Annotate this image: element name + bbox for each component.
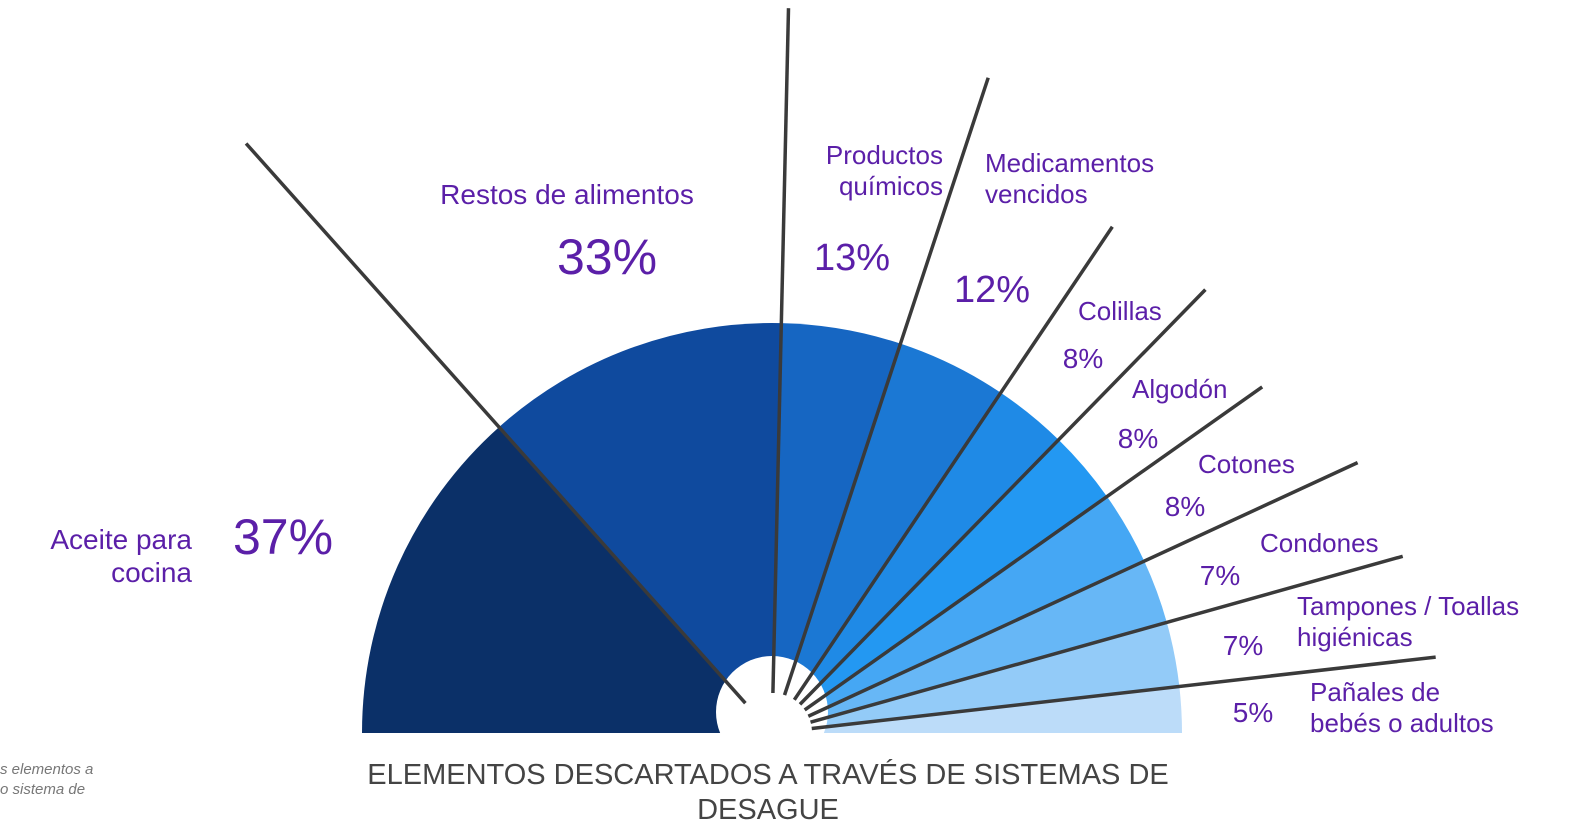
footnote: s elementos a o sistema de [0,761,94,798]
category-label: Algodón [1132,374,1228,404]
category-label: Cotones [1198,449,1295,479]
value-label: 13% [813,237,891,279]
leader-line [810,554,1404,724]
sector [772,439,1107,733]
leader-line [807,461,1359,718]
sector [772,561,1167,733]
category-label: Pañales de bebés o adultos [1310,677,1494,738]
category-label: Colillas [1078,296,1162,326]
value-label: 37% [232,509,334,565]
value-label: 5% [1232,697,1274,728]
value-label: 7% [1222,630,1264,661]
value-label: 12% [953,269,1031,311]
sector [499,322,782,733]
category-label: Tampones / Toallas higiénicas [1297,591,1520,652]
leader-line [792,225,1114,701]
leader-line [244,142,747,705]
leader-line [771,8,791,694]
value-label: 8% [1062,343,1104,374]
leader-line [811,655,1436,731]
category-label: Aceite para cocina [50,524,192,589]
value-label: 33% [556,229,658,285]
value-label: 7% [1199,560,1241,591]
sector [772,496,1145,733]
value-label: 8% [1117,423,1159,454]
category-label: Condones [1260,528,1379,558]
center-hole [716,656,828,768]
leader-line [803,385,1264,712]
value-label: 8% [1164,491,1206,522]
category-label: Restos de alimentos [440,179,694,210]
sector [772,343,1001,733]
sector [772,392,1059,733]
category-label: Medicamentos vencidos [985,148,1155,209]
sector [362,427,772,733]
leader-line [798,288,1207,706]
category-label: Productos químicos [825,140,943,201]
chart-title: ELEMENTOS DESCARTADOS A TRAVÉS DE SISTEM… [367,759,1169,827]
leader-line [782,77,990,696]
